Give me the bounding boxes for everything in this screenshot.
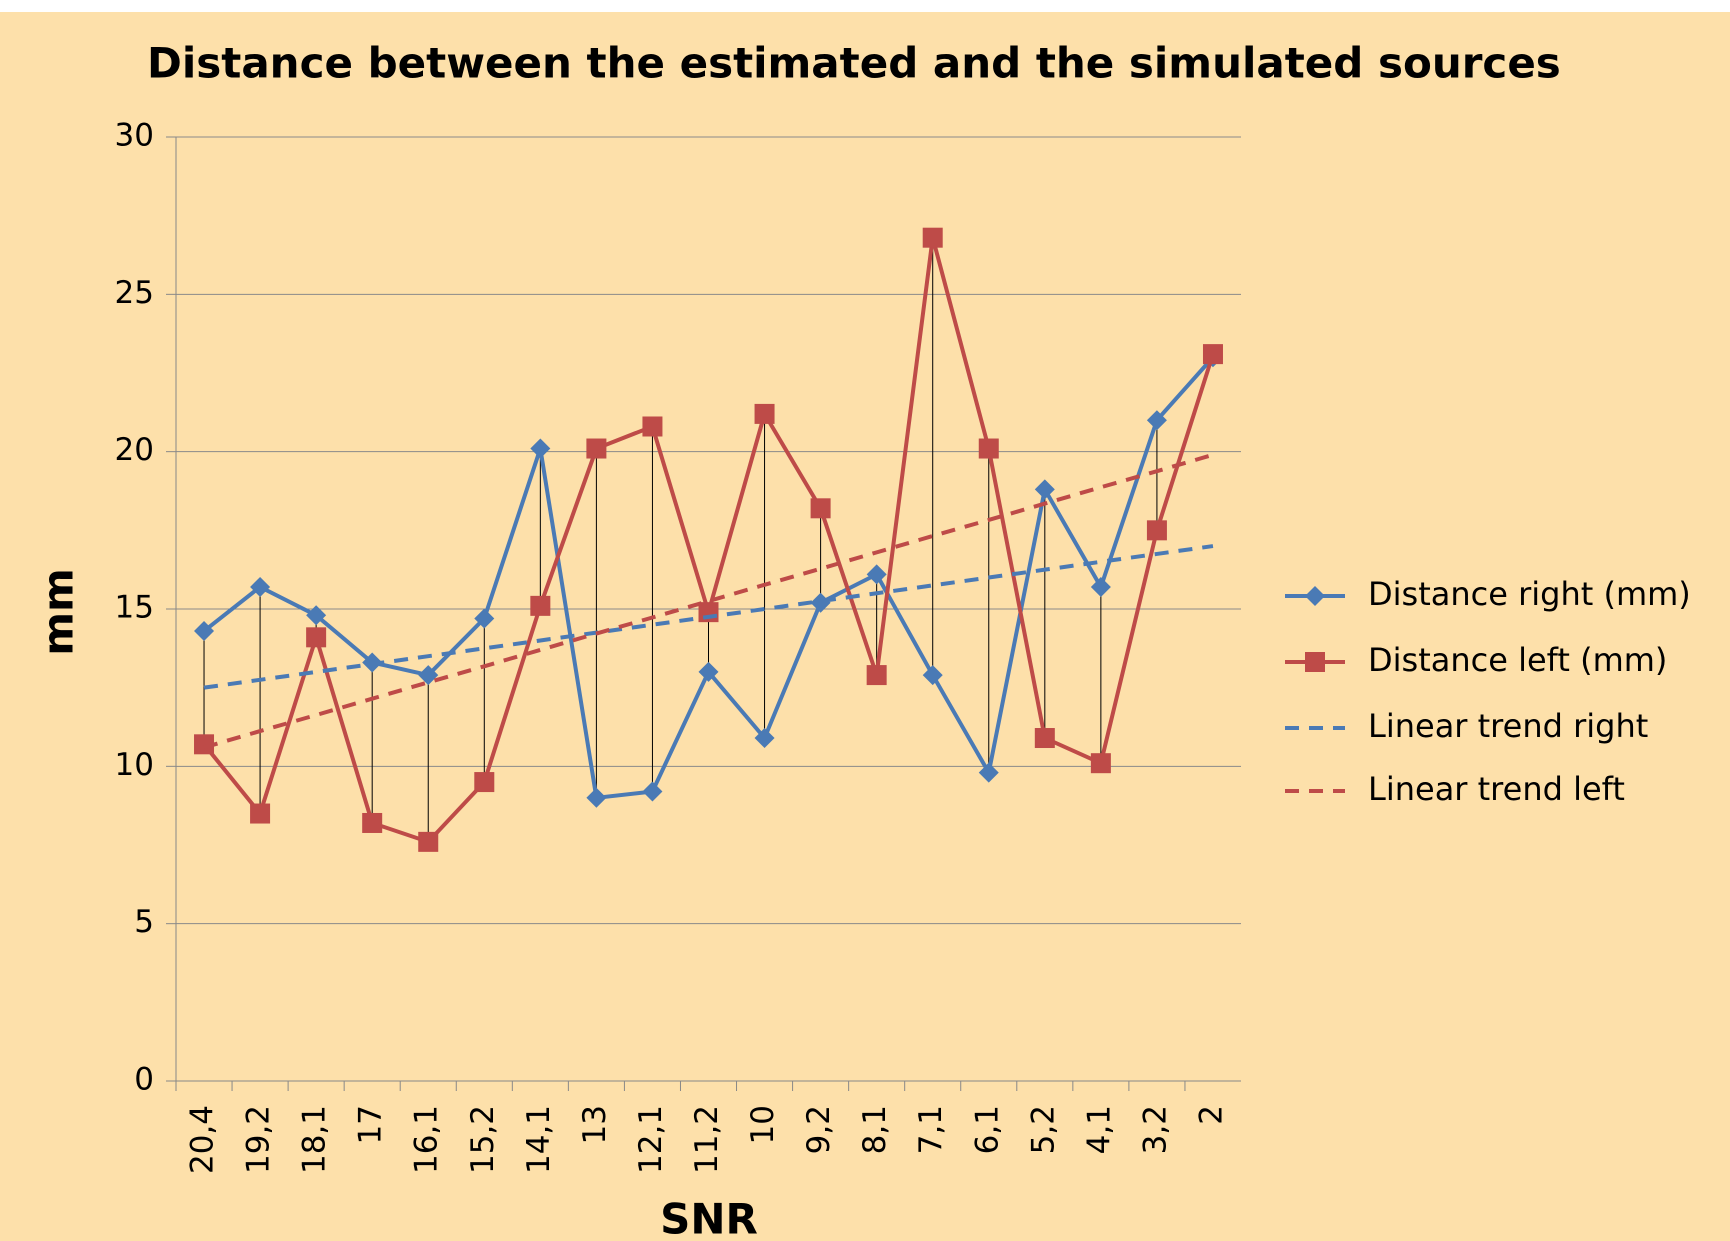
x-axis-label: SNR: [660, 1195, 758, 1241]
x-tick-label: 8,1: [857, 1105, 893, 1154]
x-tick-label: 13: [577, 1105, 613, 1144]
marker: [698, 661, 719, 682]
marker: [306, 627, 327, 648]
marker: [474, 608, 495, 629]
marker: [810, 498, 831, 519]
marker: [1146, 410, 1167, 431]
x-tick-label: 11,2: [689, 1105, 725, 1174]
marker: [1034, 728, 1055, 749]
legend-label: Distance left (mm): [1368, 641, 1667, 679]
marker: [866, 564, 887, 585]
x-tick-label: 4,1: [1081, 1105, 1117, 1154]
marker: [922, 227, 943, 248]
marker: [1202, 344, 1223, 365]
marker: [1090, 576, 1111, 597]
x-tick-label: 12,1: [633, 1105, 669, 1174]
x-tick-label: 9,2: [801, 1105, 837, 1154]
marker: [978, 762, 999, 783]
marker: [642, 416, 663, 437]
x-tick-label: 15,2: [465, 1105, 501, 1174]
y-tick-label: 5: [134, 904, 154, 940]
y-tick-label: 30: [115, 118, 154, 154]
marker: [754, 728, 775, 749]
marker: [194, 734, 215, 755]
legend-label: Linear trend right: [1368, 707, 1648, 745]
marker: [754, 403, 775, 424]
y-tick-label: 0: [134, 1062, 154, 1098]
legend-marker: [1305, 586, 1325, 606]
marker: [362, 812, 383, 833]
marker: [586, 438, 607, 459]
marker: [474, 772, 495, 793]
marker: [418, 665, 439, 686]
x-tick-label: 3,2: [1137, 1105, 1173, 1154]
x-tick-label: 19,2: [241, 1105, 277, 1174]
marker: [866, 665, 887, 686]
trend-line: [203, 544, 1214, 690]
x-tick-label: 16,1: [409, 1105, 445, 1174]
marker: [1090, 753, 1111, 774]
marker: [250, 576, 271, 597]
marker: [922, 665, 943, 686]
marker: [418, 831, 439, 852]
marker: [1146, 520, 1167, 541]
trend-line: [203, 452, 1214, 750]
marker: [250, 803, 271, 824]
x-tick-label: 5,2: [1025, 1105, 1061, 1154]
y-tick-label: 20: [115, 432, 154, 468]
y-tick-label: 10: [115, 747, 154, 783]
marker: [1034, 479, 1055, 500]
x-tick-label: 6,1: [969, 1105, 1005, 1154]
y-tick-label: 25: [115, 275, 154, 311]
y-axis-label: mm: [34, 568, 83, 656]
x-tick-label: 14,1: [521, 1105, 557, 1174]
x-tick-label: 20,4: [185, 1105, 221, 1174]
x-tick-label: 10: [745, 1105, 781, 1144]
marker: [586, 787, 607, 808]
chart-title: Distance between the estimated and the s…: [147, 39, 1561, 88]
marker: [530, 595, 551, 616]
marker: [530, 438, 551, 459]
x-tick-label: 17: [353, 1105, 389, 1144]
marker: [194, 621, 215, 642]
background: [0, 12, 1730, 1241]
marker: [306, 605, 327, 626]
legend-label: Linear trend left: [1368, 770, 1625, 808]
y-tick-label: 15: [115, 590, 154, 626]
x-tick-label: 18,1: [297, 1105, 333, 1174]
marker: [978, 438, 999, 459]
legend-marker: [1305, 652, 1325, 672]
marker: [810, 592, 831, 613]
legend-label: Distance right (mm): [1368, 575, 1691, 613]
marker: [642, 781, 663, 802]
x-tick-label: 7,1: [913, 1105, 949, 1154]
x-tick-label: 2: [1193, 1105, 1229, 1125]
